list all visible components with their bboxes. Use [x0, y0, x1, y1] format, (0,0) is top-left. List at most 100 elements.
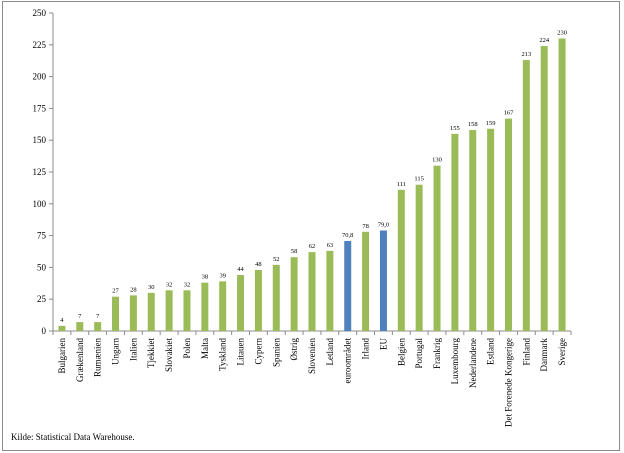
category-label: euroområdet	[343, 338, 353, 384]
bar	[183, 290, 191, 331]
bar	[469, 130, 477, 331]
data-label: 167	[504, 110, 515, 117]
category-label: Finland	[521, 338, 531, 366]
data-label: 130	[432, 157, 442, 164]
category-label: Bulgarien	[57, 338, 67, 374]
category-label: Spanien	[271, 338, 281, 367]
category-label: Sverige	[557, 338, 567, 366]
bar	[94, 322, 102, 331]
bar	[58, 325, 66, 331]
data-label: 27	[112, 288, 119, 295]
y-tick-label: 150	[33, 135, 47, 145]
category-label: Malta	[200, 338, 210, 359]
data-label: 32	[184, 281, 191, 288]
bar	[362, 231, 370, 331]
category-label: Østrig	[289, 338, 299, 361]
category-label: Det Forenede Kongerige	[503, 338, 513, 427]
data-label: 111	[397, 181, 406, 188]
source-note: Kilde: Statistical Data Warehouse.	[11, 432, 135, 442]
bar	[558, 38, 566, 331]
y-tick-label: 200	[33, 72, 47, 82]
y-tick-label: 175	[33, 103, 47, 113]
bar	[290, 257, 298, 331]
bar	[165, 290, 173, 331]
bar	[308, 252, 316, 331]
data-label: 159	[486, 120, 496, 127]
bar	[201, 282, 209, 331]
category-label: Nederlandene	[468, 338, 478, 388]
category-label: Portugal	[414, 338, 424, 369]
data-label: 4	[60, 317, 64, 324]
data-label: 62	[309, 243, 316, 250]
data-label: 7	[96, 313, 100, 320]
bar	[415, 184, 423, 331]
bar	[487, 128, 495, 331]
data-label: 158	[468, 121, 478, 128]
category-label: Belgien	[396, 338, 406, 366]
bar	[272, 264, 280, 331]
category-label: Luxembourg	[450, 338, 460, 385]
y-tick-label: 50	[37, 262, 47, 272]
data-label: 32	[166, 281, 173, 288]
bar	[433, 165, 441, 331]
data-label: 230	[557, 29, 567, 36]
bar	[504, 118, 512, 332]
bar	[237, 275, 245, 331]
bar	[254, 269, 262, 331]
data-label: 52	[273, 256, 280, 263]
y-tick-label: 225	[33, 40, 47, 50]
category-label: Tyskland	[218, 338, 228, 371]
data-label: 63	[327, 242, 334, 249]
y-tick-label: 75	[37, 231, 47, 241]
bar	[129, 295, 137, 331]
category-label: Irland	[361, 338, 371, 360]
y-tick-label: 0	[42, 326, 47, 336]
data-label: 28	[130, 286, 137, 293]
category-label: Frankrig	[432, 338, 442, 369]
data-label: 38	[202, 274, 209, 281]
data-label: 224	[539, 37, 550, 44]
data-label: 213	[521, 51, 531, 58]
data-label: 70,8	[342, 232, 353, 239]
data-label: 48	[255, 261, 262, 268]
category-label: Slovakiet	[164, 338, 174, 372]
bar	[326, 250, 334, 331]
category-label: Slovenien	[307, 338, 317, 374]
data-label: 115	[414, 176, 424, 183]
category-label: Tjekkiet	[146, 338, 156, 368]
bar	[540, 46, 548, 332]
bar	[147, 292, 155, 331]
category-label: Cypern	[253, 338, 263, 365]
bar	[344, 240, 352, 331]
bar	[397, 189, 405, 331]
bar	[522, 60, 530, 332]
bar	[219, 281, 227, 331]
y-tick-label: 125	[33, 167, 47, 177]
category-label: Litauen	[236, 338, 246, 366]
data-label: 78	[362, 223, 369, 230]
category-label: Ungarn	[111, 338, 121, 365]
y-tick-label: 100	[33, 199, 47, 209]
data-label: 79,0	[378, 222, 389, 229]
category-label: Italien	[128, 338, 138, 361]
category-label: Polen	[182, 338, 192, 359]
data-label: 7	[78, 313, 82, 320]
category-label: Danmark	[539, 338, 549, 372]
y-tick-label: 25	[37, 294, 47, 304]
data-label: 30	[148, 284, 155, 291]
category-label: EU	[378, 338, 388, 350]
data-label: 39	[219, 272, 226, 279]
data-label: 155	[450, 125, 460, 132]
category-label: Estland	[486, 338, 496, 365]
bar-chart: 0 25 50 75 100 125 150 175 200 225 250 4 Bulgarien 7 G…	[33, 8, 572, 427]
data-label: 58	[291, 248, 298, 255]
bar	[76, 322, 84, 331]
category-label: Grækenland	[75, 338, 85, 382]
bar	[379, 230, 387, 331]
bar	[451, 133, 459, 331]
bar	[112, 296, 120, 331]
y-tick-label: 250	[33, 8, 47, 18]
data-label: 44	[237, 266, 244, 273]
category-label: Rumænien	[93, 338, 103, 378]
